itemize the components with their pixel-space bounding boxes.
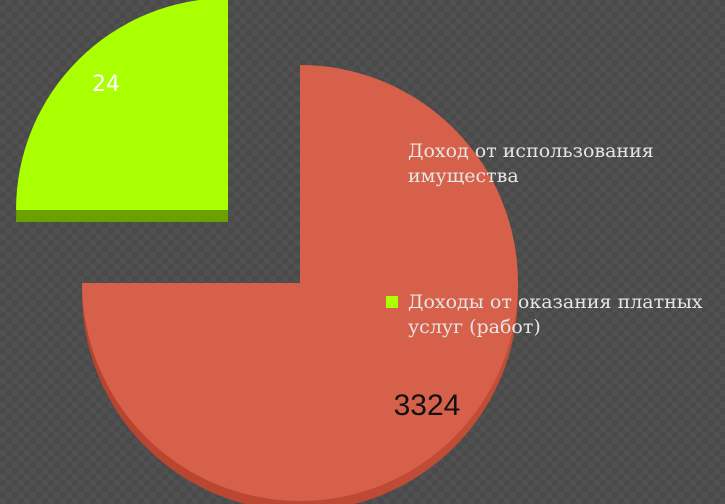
data-label-large: 3324: [394, 389, 461, 422]
slice-paid-services: [82, 65, 518, 501]
slice-property-income: [16, 0, 228, 210]
legend-label: Доход от использования имущества: [408, 140, 654, 187]
legend-swatch: [386, 145, 398, 157]
data-label-small: 24: [92, 72, 120, 97]
legend-item-property-income: Доход от использования имущества: [386, 139, 721, 189]
legend-label: Доходы от оказания платных услуг (работ): [408, 291, 703, 338]
legend-swatch: [386, 296, 398, 308]
legend-item-paid-services: Доходы от оказания платных услуг (работ): [386, 290, 721, 340]
